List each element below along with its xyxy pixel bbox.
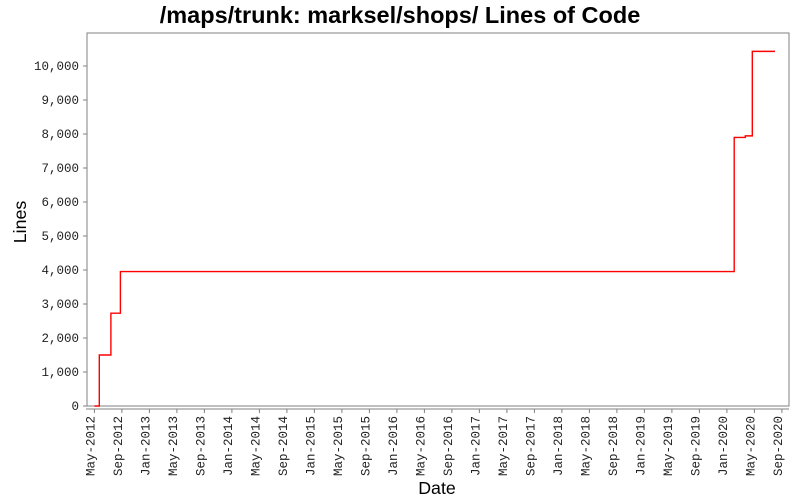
svg-text:May-2015: May-2015	[332, 416, 346, 476]
svg-text:3,000: 3,000	[41, 298, 79, 312]
svg-text:Sep-2015: Sep-2015	[359, 416, 373, 476]
svg-text:10,000: 10,000	[34, 60, 79, 74]
svg-text:Sep-2014: Sep-2014	[277, 416, 291, 476]
svg-text:May-2019: May-2019	[662, 416, 676, 476]
svg-text:Sep-2013: Sep-2013	[194, 416, 208, 476]
svg-text:Jan-2017: Jan-2017	[469, 416, 483, 476]
svg-text:Jan-2016: Jan-2016	[387, 416, 401, 476]
svg-text:9,000: 9,000	[41, 94, 79, 108]
svg-text:7,000: 7,000	[41, 162, 79, 176]
svg-text:Sep-2017: Sep-2017	[524, 416, 538, 476]
svg-text:Date: Date	[418, 478, 456, 498]
svg-text:May-2013: May-2013	[167, 416, 181, 476]
svg-text:May-2014: May-2014	[249, 416, 263, 476]
svg-text:5,000: 5,000	[41, 230, 79, 244]
svg-text:Jan-2018: Jan-2018	[552, 416, 566, 476]
svg-text:Sep-2012: Sep-2012	[112, 416, 126, 476]
svg-text:2,000: 2,000	[41, 332, 79, 346]
svg-text:6,000: 6,000	[41, 196, 79, 210]
svg-text:1,000: 1,000	[41, 366, 79, 380]
svg-text:May-2018: May-2018	[579, 416, 593, 476]
svg-text:Jan-2013: Jan-2013	[139, 416, 153, 476]
svg-text:May-2020: May-2020	[744, 416, 758, 476]
svg-text:/maps/trunk: marksel/shops/ Li: /maps/trunk: marksel/shops/ Lines of Cod…	[160, 2, 641, 28]
svg-text:May-2017: May-2017	[497, 416, 511, 476]
svg-text:Jan-2014: Jan-2014	[222, 416, 236, 476]
svg-text:May-2012: May-2012	[84, 416, 98, 476]
svg-text:Sep-2020: Sep-2020	[772, 416, 786, 476]
svg-text:Sep-2018: Sep-2018	[607, 416, 621, 476]
svg-text:May-2016: May-2016	[414, 416, 428, 476]
svg-text:Jan-2019: Jan-2019	[634, 416, 648, 476]
svg-text:Sep-2016: Sep-2016	[442, 416, 456, 476]
svg-text:Jan-2020: Jan-2020	[717, 416, 731, 476]
svg-text:Sep-2019: Sep-2019	[689, 416, 703, 476]
svg-text:Lines: Lines	[10, 201, 30, 244]
svg-text:Jan-2015: Jan-2015	[304, 416, 318, 476]
svg-text:4,000: 4,000	[41, 264, 79, 278]
svg-text:8,000: 8,000	[41, 128, 79, 142]
svg-text:0: 0	[71, 400, 79, 414]
